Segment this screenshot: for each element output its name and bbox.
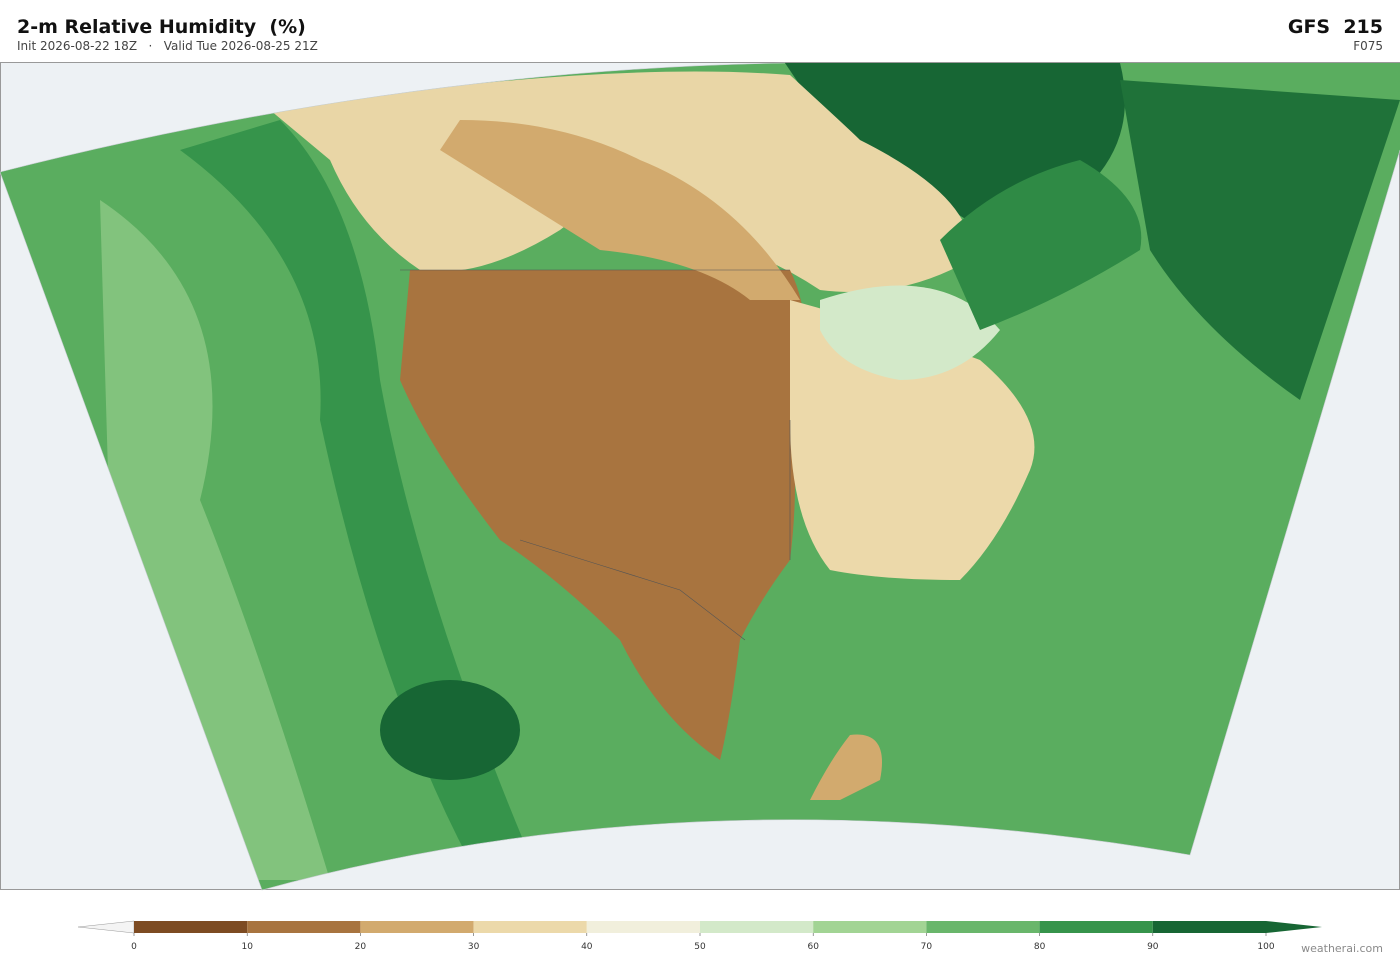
colorbar-tick-label: 80 xyxy=(1034,942,1046,952)
colorbar-tick-label: 60 xyxy=(807,942,819,952)
under-arrow xyxy=(77,920,135,934)
colorbar-segment xyxy=(1039,921,1153,933)
yucatan xyxy=(810,734,882,800)
colorbar-tick-label: 10 xyxy=(241,942,253,952)
colorbar-segment xyxy=(473,921,587,933)
colorbar-segment xyxy=(134,921,248,933)
humidity-field xyxy=(0,63,1400,890)
domain-edge xyxy=(0,62,1400,891)
colorbar-tick-label: 100 xyxy=(1257,942,1274,952)
colorbar-tick-label: 0 xyxy=(131,942,137,952)
colorbar-tick-label: 90 xyxy=(1147,942,1159,952)
humid-east xyxy=(1120,80,1400,400)
separator: · xyxy=(148,39,153,53)
model-name: GFS 215 xyxy=(1287,16,1383,38)
colorbar-tick-label: 50 xyxy=(694,942,706,952)
colorbar-segment xyxy=(813,921,927,933)
colorbar-segment xyxy=(1152,921,1266,933)
colorbar-segment xyxy=(586,921,700,933)
colorbar-tick-label: 70 xyxy=(921,942,933,952)
lakes-moist xyxy=(820,285,1000,380)
colorbar-segment xyxy=(360,921,474,933)
quebec xyxy=(940,160,1142,330)
over-arrow xyxy=(1266,921,1322,933)
colorbar-tick-label: 40 xyxy=(581,942,593,952)
colorbar-segment xyxy=(700,921,814,933)
colorbar: 0 10 20 30 40 50 60 70 80 90 100 xyxy=(77,920,1322,952)
map-title: 2-m Relative Humidity (%) xyxy=(17,16,306,38)
dry-west xyxy=(400,270,805,760)
colorbar-tick-label: 30 xyxy=(468,942,480,952)
dry-plains xyxy=(440,120,800,300)
watermark: weatherai.com xyxy=(1301,942,1383,955)
dry-east xyxy=(790,300,1035,580)
valid-time: Valid Tue 2026-08-25 21Z xyxy=(163,39,318,53)
colorbar-segment xyxy=(247,921,361,933)
borders xyxy=(400,269,791,641)
humid-core xyxy=(380,680,520,780)
colorbar-tick-label: 20 xyxy=(355,942,367,952)
forecast-hour: F075 xyxy=(1353,39,1383,53)
colorbar-segment xyxy=(926,921,1040,933)
init-time: Init 2026-08-22 18Z xyxy=(17,39,138,53)
subtitle: Init 2026-08-22 18Z · Valid Tue 2026-08-… xyxy=(17,39,318,53)
